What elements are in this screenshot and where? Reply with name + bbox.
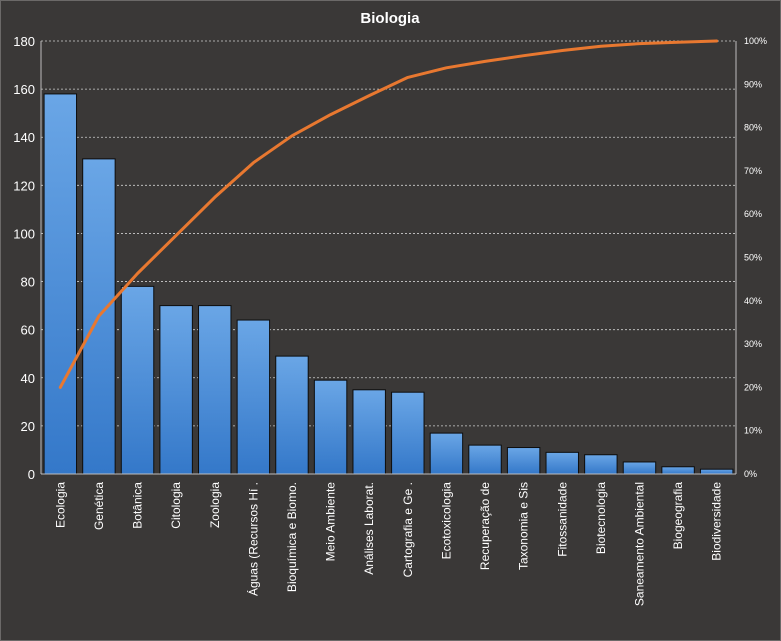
bar [43, 93, 78, 475]
x-tick-label: Fitossanidade [555, 482, 569, 557]
y2-tick-label: 80% [744, 123, 762, 133]
bar [545, 451, 579, 475]
bar [622, 461, 657, 475]
y2-axis-ticks: 0% 10% 20% 30% 40% 50% 60% 70% 80% 90% 100% [744, 36, 767, 479]
x-tick-label: Botânica [131, 482, 145, 529]
y2-tick-label: 100% [744, 36, 767, 46]
bar [584, 454, 618, 475]
y2-tick-label: 50% [744, 253, 762, 263]
y2-tick-label: 90% [744, 79, 762, 89]
y2-tick-label: 60% [744, 209, 762, 219]
bar [468, 444, 502, 475]
bar [236, 319, 271, 475]
x-tick-label: Zoologia [208, 482, 222, 528]
x-axis-ticks: Ecologia Genética Botânica Citologia Zoologi… [53, 482, 723, 606]
y2-tick-label: 40% [744, 296, 762, 306]
chart-title: Biologia [360, 10, 420, 27]
y2-tick-label: 30% [744, 339, 762, 349]
x-tick-label: Biogeografia [671, 482, 685, 550]
y-axis-ticks: 0 20 40 60 80 100 120 140 160 180 [13, 34, 35, 482]
y-tick-label: 20 [21, 419, 35, 434]
x-tick-label: Citologia [169, 482, 183, 529]
x-tick-label: Taxonomia e Sis [517, 482, 531, 570]
axes [40, 41, 737, 475]
y2-tick-label: 0% [744, 469, 757, 479]
y-tick-label: 160 [13, 82, 35, 97]
x-tick-label: Ecologia [53, 482, 67, 528]
bar [120, 285, 155, 475]
x-tick-label: Cartografia e Ge . [401, 482, 415, 577]
bar [429, 432, 464, 475]
x-tick-label: Genética [92, 482, 106, 530]
bar [159, 305, 193, 475]
y-tick-label: 100 [13, 226, 35, 241]
x-tick-label: Biotecnologia [594, 482, 608, 554]
bar [506, 447, 541, 475]
bar [275, 355, 309, 475]
x-tick-label: Bioquímica e Biomo. [285, 482, 299, 592]
y2-tick-label: 10% [744, 426, 762, 436]
bar [391, 391, 425, 475]
y-tick-label: 0 [28, 467, 35, 482]
y-tick-label: 40 [21, 371, 35, 386]
y-tick-label: 180 [13, 34, 35, 49]
y-tick-label: 80 [21, 275, 35, 290]
x-tick-label: Meio Ambiente [324, 482, 338, 562]
y2-tick-label: 20% [744, 382, 762, 392]
x-tick-label: Ecotoxicologia [439, 482, 453, 560]
x-tick-label: Saneamento Ambiental [632, 482, 646, 606]
y-tick-label: 60 [21, 323, 35, 338]
bar [661, 466, 695, 475]
cumulative-line [58, 39, 719, 389]
x-tick-label: Águas (Recursos Hí . [245, 482, 260, 596]
bar [198, 305, 232, 475]
bars [43, 93, 734, 475]
cumulative-percent-line [58, 39, 719, 389]
y-tick-label: 120 [13, 178, 35, 193]
y-tick-label: 140 [13, 130, 35, 145]
y2-tick-label: 70% [744, 166, 762, 176]
bar [699, 468, 734, 475]
bar [352, 389, 386, 475]
bar [313, 379, 348, 475]
x-tick-label: Biodiversidade [710, 482, 724, 561]
x-tick-label: Análises Laborat. [362, 482, 376, 575]
x-tick-label: Recuperação de [478, 482, 492, 570]
